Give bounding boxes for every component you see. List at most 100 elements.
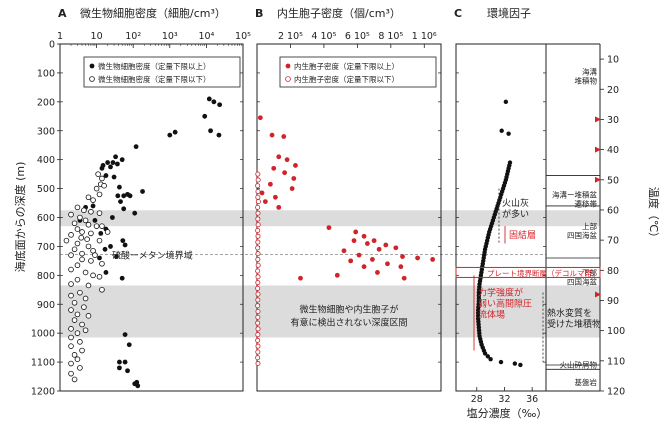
depth-tick-label: 1000	[31, 329, 55, 340]
temp-arrow	[595, 291, 601, 298]
depth-tick-label: 500	[37, 184, 55, 195]
volcanic-ash-annotation: 火山灰が多い	[502, 197, 529, 220]
legend-label: 内生胞子密度（定量下限以下）	[294, 74, 399, 84]
b-point-below	[255, 320, 261, 326]
a-point-below	[78, 234, 85, 241]
a-point-below	[68, 326, 74, 332]
a-point-below	[71, 352, 78, 358]
b-point-above	[293, 163, 298, 168]
plate-boundary-box	[455, 266, 601, 278]
c-point	[485, 354, 491, 359]
a-point-above	[113, 154, 118, 160]
a-point-above	[105, 160, 111, 165]
a-point-below	[104, 229, 111, 235]
a-point-above	[102, 246, 108, 252]
b-point-below	[255, 216, 261, 222]
b-point-above	[398, 264, 404, 270]
b-point-below	[255, 222, 261, 228]
a-point-below	[81, 207, 87, 214]
a-point-above	[117, 359, 122, 365]
panel-a-letter: A	[58, 7, 67, 20]
temp-arrow	[595, 146, 601, 153]
b-point-above	[348, 258, 354, 264]
plate-boundary-label: プレート境界断層（デコルマ帯）	[487, 268, 600, 278]
b-point-above	[282, 170, 287, 176]
a-point-below	[71, 246, 78, 253]
no-detection-band	[60, 285, 600, 338]
b-point-below	[255, 199, 261, 205]
b-point-above	[415, 255, 420, 261]
b-point-below	[255, 303, 261, 309]
a-point-above	[208, 128, 213, 134]
hydrothermal-annotation-line: 受けた堆積物	[547, 318, 601, 330]
b-point-above	[284, 157, 290, 163]
c-xtick-label: 28	[471, 394, 483, 405]
a-point-above	[109, 215, 115, 220]
depth-tick-label: 0	[49, 40, 55, 51]
a-point-below	[79, 321, 85, 328]
strat-unit-label: 火山砕屑物	[560, 359, 598, 369]
b-xtick-label: 6 10⁵	[345, 31, 370, 42]
panel-b-letter: B	[255, 7, 263, 20]
b-point-above	[383, 242, 389, 248]
strat-unit-label-line: 四国海盆	[567, 230, 597, 240]
a-point-below	[88, 258, 94, 264]
a-point-below	[85, 221, 92, 228]
weak-zone-annotation: 力学強度が弱い高間隙圧流体場	[478, 287, 532, 321]
a-point-below	[71, 220, 78, 227]
a-point-below	[99, 286, 105, 293]
c-point	[499, 128, 504, 133]
b-point-above	[430, 257, 436, 262]
b-point-above	[376, 246, 382, 252]
a-point-below	[77, 365, 83, 371]
a-point-above	[110, 160, 116, 165]
strat-unit-label-line: 海溝	[582, 66, 597, 76]
b-point-above	[400, 254, 405, 259]
hydrothermal-annotation-line: 熱水変質を	[547, 307, 592, 319]
b-point-above	[351, 238, 357, 244]
a-point-below	[71, 376, 78, 383]
b-point-above	[353, 229, 359, 235]
no-detection-band	[60, 210, 600, 227]
b-point-above	[262, 199, 268, 204]
a-point-below	[74, 276, 81, 283]
b-point-above	[401, 275, 407, 281]
a-point-above	[111, 174, 117, 180]
b-point-above	[273, 194, 278, 200]
depth-tick-label: 900	[37, 300, 55, 311]
a-point-above	[114, 254, 119, 259]
b-point-above	[361, 233, 367, 239]
no-detection-annotation-line: 微生物細胞や内生胞子が	[299, 303, 398, 315]
a-point-below	[85, 194, 92, 201]
b-point-above	[361, 264, 367, 270]
b-point-below	[255, 204, 261, 210]
b-point-above	[267, 181, 273, 187]
b-point-above	[259, 190, 265, 196]
a-point-below	[95, 171, 101, 177]
depth-tick-label: 400	[37, 155, 55, 166]
c-xtick-label: 36	[526, 394, 538, 405]
a-point-below	[74, 226, 81, 232]
a-point-above	[90, 203, 96, 209]
a-point-above	[119, 157, 125, 163]
a-point-below	[79, 229, 85, 235]
c-point	[506, 131, 511, 136]
a-point-below	[93, 185, 100, 192]
strat-unit-label-line: 四国海盆	[567, 276, 597, 286]
a-point-above	[117, 365, 122, 371]
weak-zone-annotation-line: 弱い高間隙圧	[478, 298, 532, 310]
b-point-above	[276, 154, 282, 160]
a-point-above	[122, 242, 128, 248]
a-point-above	[125, 368, 130, 374]
a-point-below	[68, 232, 74, 238]
panel-a-title: 微生物細胞密度（細胞/cm³）	[80, 6, 226, 20]
b-point-below	[255, 280, 261, 286]
b-point-above	[385, 261, 390, 267]
a-point-below	[77, 289, 83, 296]
no-detection-annotation-line: 有意に検出されない深度区間	[290, 316, 407, 328]
a-point-above	[135, 383, 141, 389]
a-point-below	[96, 191, 103, 198]
a-point-above	[133, 144, 139, 150]
strat-unit-label-line: 遷移帯	[575, 198, 598, 208]
